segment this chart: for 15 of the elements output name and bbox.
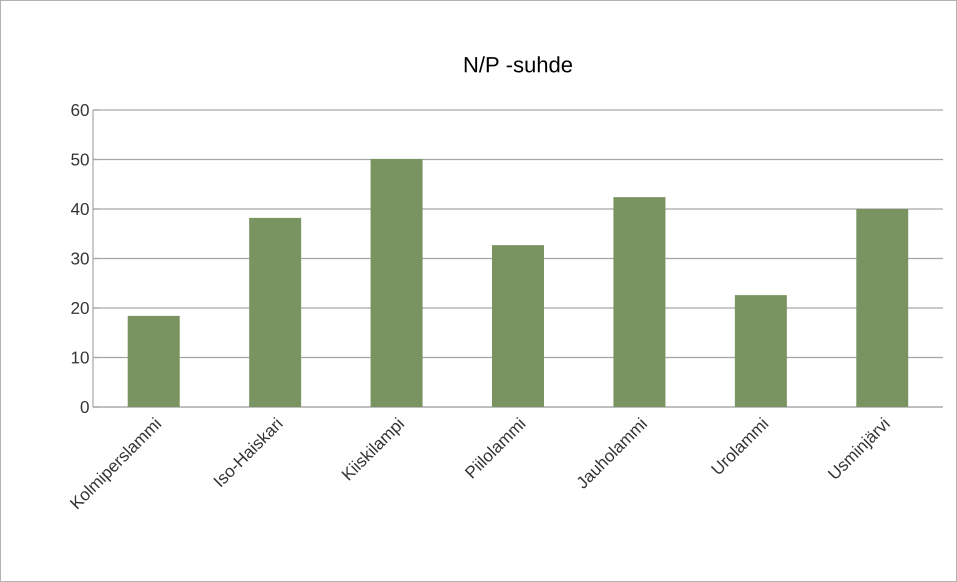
y-tick-label: 0 <box>80 400 89 414</box>
y-tick-label: 20 <box>71 302 89 314</box>
bar <box>370 159 423 407</box>
y-tick-label: 60 <box>71 104 89 116</box>
y-tick-label: 40 <box>70 202 89 216</box>
bar <box>856 209 908 407</box>
bar <box>734 295 787 407</box>
bar <box>249 218 302 407</box>
y-tick-label: 30 <box>71 252 89 265</box>
y-tick-label: 50 <box>71 153 89 166</box>
bar <box>128 316 180 407</box>
bar <box>492 245 544 407</box>
y-tick-label: 10 <box>72 351 89 364</box>
bar <box>613 197 666 407</box>
chart-title: N/P -suhde <box>464 56 572 72</box>
